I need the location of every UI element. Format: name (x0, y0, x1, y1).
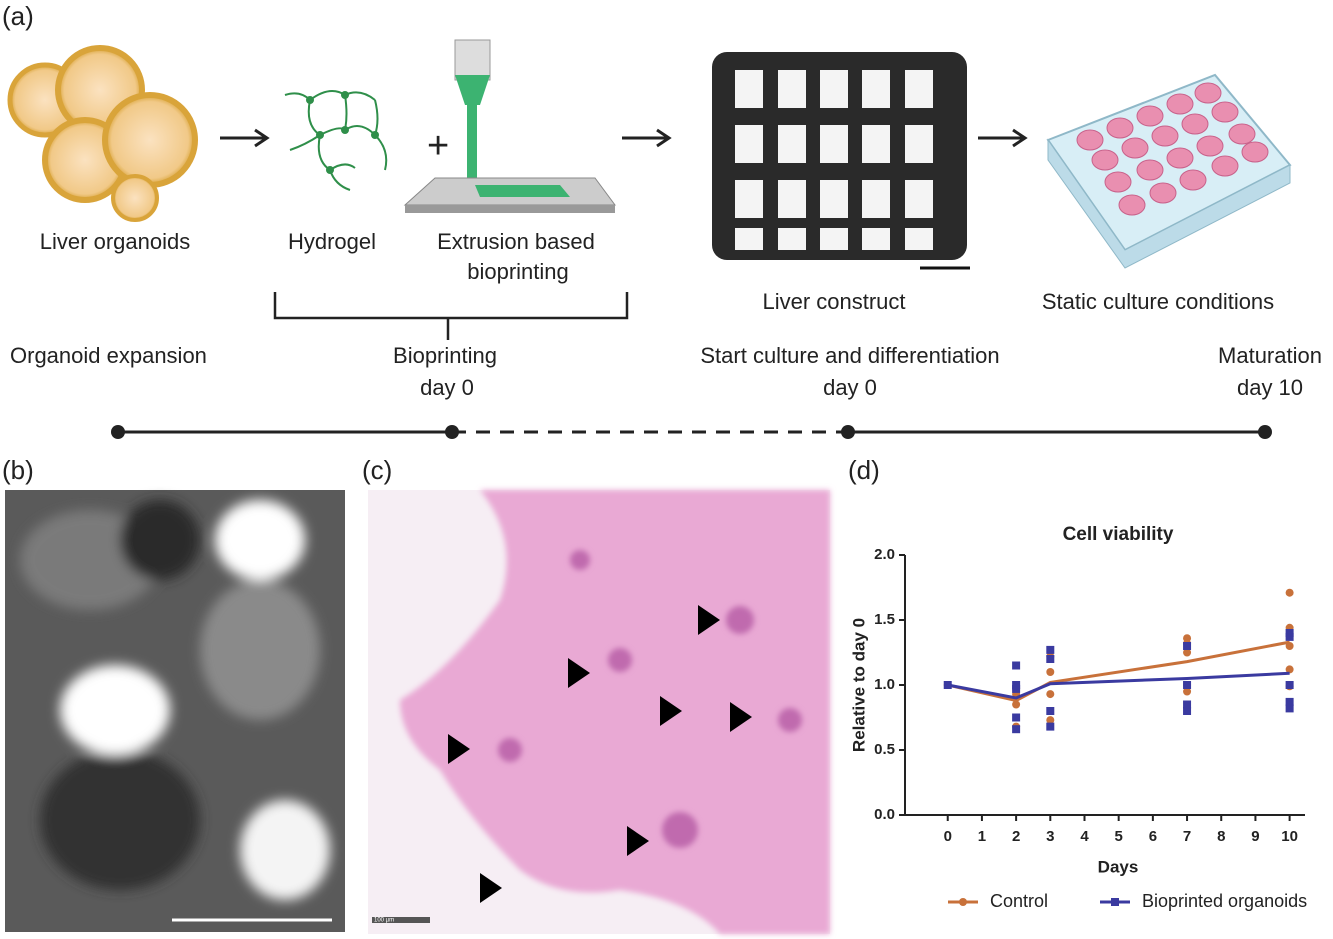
data-point (1046, 707, 1055, 715)
data-point (1012, 725, 1021, 734)
data-point (1285, 704, 1294, 713)
scale-bar-label: 100 µm (374, 918, 394, 924)
histology-c (368, 490, 830, 934)
x-tick-label: 2 (1012, 828, 1020, 845)
step-label: bioprinting (467, 259, 569, 284)
x-tick-label: 10 (1281, 828, 1298, 845)
data-point (1285, 665, 1294, 674)
construct-image (712, 52, 970, 270)
mean-line (947, 640, 1290, 703)
y-tick-label: 1.0 (874, 676, 895, 693)
data-point (1012, 713, 1021, 722)
timeline-label: Organoid expansion (10, 343, 207, 368)
data-point (1046, 690, 1055, 699)
x-tick-label: 0 (944, 828, 952, 845)
x-tick-label: 6 (1149, 828, 1157, 845)
hydrogel-illustration (284, 90, 388, 191)
timeline-label: Maturation (1218, 343, 1322, 368)
timeline-label: day 10 (1237, 375, 1303, 400)
timeline-label: Bioprinting (393, 343, 497, 368)
legend-label: Bioprinted organoids (1142, 891, 1307, 911)
organoid-illustration (7, 45, 198, 222)
step-label: Extrusion based (437, 229, 595, 254)
x-axis-label: Days (1098, 857, 1139, 876)
data-point (1046, 716, 1055, 725)
data-point (1183, 648, 1192, 657)
arrow (220, 128, 270, 148)
data-point (1285, 681, 1294, 689)
arrow (978, 128, 1028, 148)
plus: + (427, 125, 449, 167)
x-tick-label: 9 (1251, 828, 1259, 845)
data-point (1183, 681, 1192, 689)
x-tick-label: 4 (1080, 828, 1089, 845)
data-point (1285, 588, 1294, 597)
timeline-label: Start culture and differentiation (700, 343, 999, 368)
legend-marker (959, 898, 967, 906)
arrow (622, 128, 672, 148)
culture-plate (1046, 73, 1292, 269)
data-point (1183, 642, 1192, 650)
chart-title: Cell viability (1063, 524, 1174, 545)
data-point (1183, 707, 1192, 715)
step-label: Liver organoids (40, 229, 190, 254)
step-label: Static culture conditions (1042, 289, 1274, 314)
data-point (1046, 668, 1055, 676)
micrograph-b (5, 490, 345, 932)
printer-illustration (403, 39, 616, 213)
x-tick-label: 5 (1115, 828, 1123, 845)
timeline-label: day 0 (420, 375, 474, 400)
y-tick-label: 1.5 (874, 611, 895, 628)
x-tick-label: 8 (1217, 828, 1225, 845)
panel-label: (a) (2, 1, 34, 31)
y-tick-label: 2.0 (874, 546, 895, 563)
legend-marker (1111, 898, 1119, 906)
data-point (1046, 655, 1055, 663)
data-point (1012, 661, 1021, 670)
y-tick-label: 0.0 (874, 806, 895, 823)
data-point (1012, 700, 1021, 709)
step-label: Liver construct (762, 289, 905, 314)
mean-line (947, 671, 1290, 700)
data-point (1183, 634, 1192, 643)
data-point (1183, 687, 1192, 696)
data-point (1285, 629, 1294, 637)
step-label: Hydrogel (288, 229, 376, 254)
data-point (1046, 722, 1055, 731)
data-point (1183, 700, 1192, 709)
timeline (111, 425, 1272, 439)
data-point (1285, 697, 1294, 706)
x-tick-label: 3 (1046, 828, 1054, 845)
panel-label: (c) (362, 455, 392, 485)
data-point (1046, 645, 1055, 654)
x-tick-label: 1 (978, 828, 986, 845)
panel-label: (d) (848, 455, 880, 485)
data-point (1012, 681, 1021, 689)
timeline-label: day 0 (823, 375, 877, 400)
panel-label: (b) (2, 455, 34, 485)
legend-label: Control (990, 891, 1048, 911)
bracket (273, 292, 629, 340)
x-tick-label: 7 (1183, 828, 1191, 845)
y-tick-label: 0.5 (874, 741, 895, 758)
y-axis-label: Relative to day 0 (849, 618, 868, 752)
